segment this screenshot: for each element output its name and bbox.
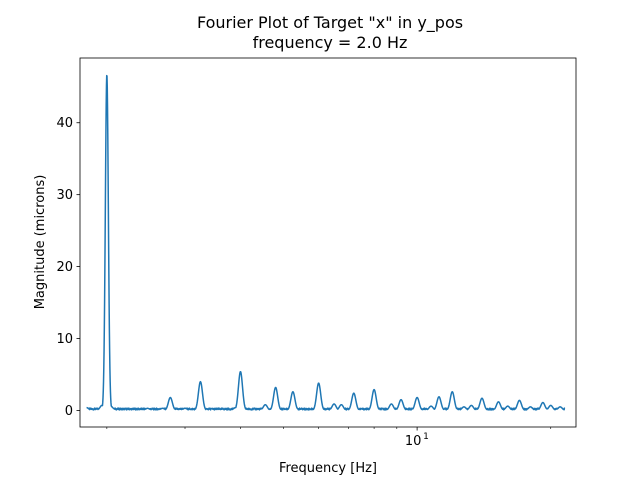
y-tick-label: 20 (56, 260, 73, 275)
y-tick-label: 0 (65, 404, 73, 419)
chart-title-line2: frequency = 2.0 Hz (253, 33, 408, 52)
x-tick-exponent: 1 (423, 432, 429, 442)
spectrum-line (86, 74, 566, 411)
y-axis-label: Magnitude (microns) (33, 175, 48, 310)
y-tick-label: 10 (56, 332, 73, 347)
x-tick-label: 10 (405, 434, 422, 449)
chart-title-line1: Fourier Plot of Target "x" in y_pos (197, 13, 463, 33)
x-axis-label: Frequency [Hz] (279, 461, 377, 476)
axes-frame (79, 57, 577, 428)
y-tick-label: 30 (56, 188, 73, 203)
y-tick-label: 40 (56, 116, 73, 131)
